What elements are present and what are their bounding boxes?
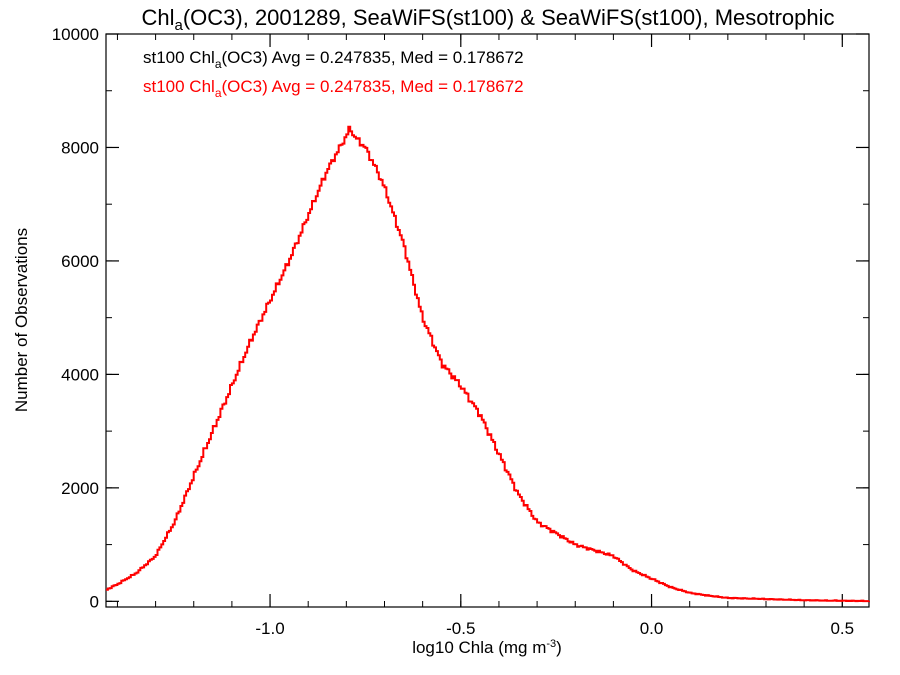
annotations: st100 Chla(OC3) Avg = 0.247835, Med = 0.… [143, 48, 524, 100]
histogram-series-line [106, 125, 870, 603]
y-tick-label: 4000 [61, 365, 99, 384]
chart-title: Chla(OC3), 2001289, SeaWiFS(st100) & Sea… [141, 5, 834, 34]
x-tick-label: -1.0 [255, 619, 284, 638]
y-tick-label: 10000 [52, 25, 99, 44]
y-tick-label: 6000 [61, 252, 99, 271]
plot-frame [105, 33, 870, 608]
x-tick-label: 0.0 [640, 619, 664, 638]
y-tick-label: 0 [90, 592, 99, 611]
plot-area [105, 33, 870, 608]
x-axis-label: log10 Chla (mg m-3) [412, 638, 562, 657]
annotation-1: st100 Chla(OC3) Avg = 0.247835, Med = 0.… [143, 48, 524, 71]
axis-ticks [106, 33, 869, 607]
annotation-2: st100 Chla(OC3) Avg = 0.247835, Med = 0.… [143, 77, 524, 100]
y-tick-label: 2000 [61, 479, 99, 498]
y-axis-label: Number of Observations [12, 228, 31, 412]
y-axis-tick-labels: 0 2000 4000 6000 8000 10000 [52, 25, 99, 611]
x-axis-tick-labels: -1.0 -0.5 0.0 0.5 [255, 619, 854, 638]
x-tick-label: -0.5 [446, 619, 475, 638]
x-tick-label: 0.5 [830, 619, 854, 638]
y-tick-label: 8000 [61, 138, 99, 157]
